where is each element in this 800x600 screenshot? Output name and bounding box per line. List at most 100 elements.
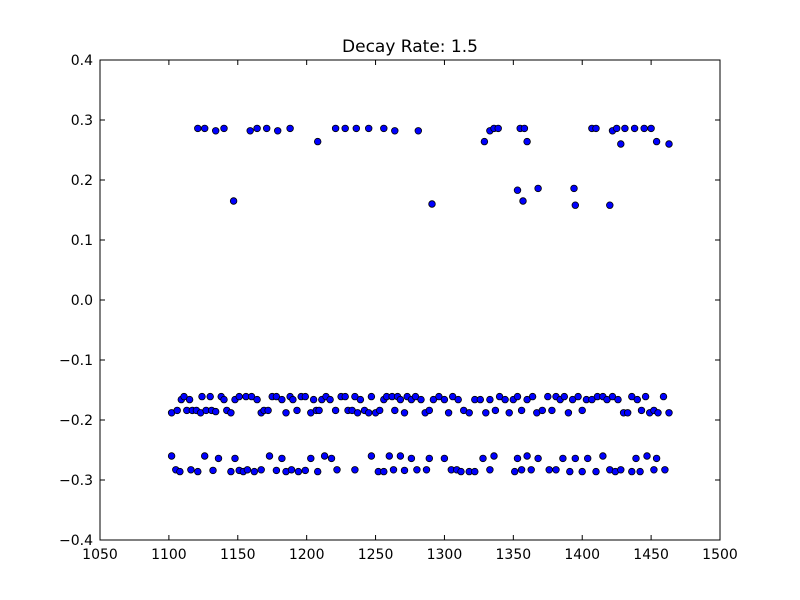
data-point — [220, 124, 228, 133]
x-tick-label: 1200 — [289, 547, 325, 563]
data-point — [365, 409, 373, 417]
data-point — [603, 395, 611, 404]
data-point — [571, 454, 579, 463]
data-point — [613, 124, 621, 133]
data-point — [376, 406, 384, 415]
data-point — [417, 395, 425, 404]
data-point — [253, 124, 261, 133]
data-point — [400, 466, 409, 475]
data-point — [341, 124, 349, 133]
data-point — [380, 467, 388, 476]
x-tick-label: 1300 — [427, 547, 463, 563]
data-point — [640, 124, 648, 133]
data-point — [471, 467, 479, 476]
data-point — [414, 127, 422, 135]
data-point — [274, 127, 282, 135]
data-point — [231, 454, 239, 463]
data-point — [566, 467, 574, 476]
data-point — [396, 395, 405, 404]
data-point — [490, 452, 498, 460]
data-point — [326, 395, 334, 404]
data-point — [187, 466, 195, 474]
data-point — [479, 454, 487, 463]
data-point — [617, 466, 625, 474]
data-point — [351, 392, 359, 401]
data-point — [167, 452, 176, 460]
data-point — [209, 466, 217, 475]
data-point — [523, 137, 531, 146]
data-point — [211, 127, 220, 135]
x-tick-label: 1150 — [220, 547, 256, 563]
data-point — [309, 395, 318, 404]
data-point — [444, 409, 453, 417]
data-point — [552, 466, 560, 474]
data-point — [538, 406, 546, 415]
data-point — [185, 395, 194, 404]
data-point — [486, 466, 494, 474]
data-point — [352, 124, 360, 133]
data-point — [214, 454, 223, 463]
data-point — [289, 395, 297, 404]
data-point — [614, 395, 622, 404]
data-point — [454, 395, 462, 404]
data-point — [425, 406, 433, 415]
data-point — [440, 454, 449, 463]
data-point — [400, 409, 409, 417]
data-point — [389, 466, 398, 474]
data-point — [624, 409, 632, 417]
data-point — [599, 452, 607, 460]
data-point — [568, 395, 577, 404]
data-point — [641, 392, 650, 401]
data-point — [636, 467, 644, 476]
data-point — [294, 467, 303, 476]
y-tick-label: −0.1 — [59, 353, 93, 369]
data-point — [494, 124, 502, 133]
data-point — [198, 392, 206, 401]
data-point — [505, 409, 513, 417]
data-point — [632, 454, 640, 463]
data-point — [351, 466, 359, 474]
data-point — [425, 454, 433, 463]
data-point — [495, 392, 504, 401]
data-point — [211, 407, 220, 416]
data-point — [564, 409, 573, 417]
data-point — [534, 184, 542, 193]
data-point — [559, 454, 567, 463]
x-tick-label: 1050 — [82, 547, 118, 563]
data-point — [528, 392, 537, 401]
data-point — [314, 137, 322, 146]
data-point — [320, 452, 329, 460]
data-point — [511, 467, 519, 476]
y-tick-label: −0.3 — [59, 473, 93, 489]
y-tick-label: 0.4 — [71, 53, 93, 69]
data-point — [637, 406, 646, 415]
data-point — [264, 406, 272, 415]
data-point — [429, 395, 438, 404]
data-point — [250, 467, 258, 476]
data-point — [331, 124, 340, 133]
data-point — [665, 409, 673, 417]
data-point — [592, 467, 600, 476]
data-point — [606, 201, 614, 209]
data-point — [243, 466, 252, 474]
data-point — [253, 395, 261, 404]
data-point — [647, 124, 655, 133]
data-point — [353, 409, 362, 417]
y-tick-label: 0.3 — [71, 113, 93, 129]
data-point — [356, 395, 365, 404]
data-point — [272, 392, 281, 401]
data-point — [486, 395, 494, 404]
data-point — [480, 137, 489, 146]
data-point — [545, 466, 553, 474]
data-point — [220, 395, 228, 404]
data-point — [314, 467, 322, 476]
data-point — [229, 197, 238, 205]
data-point — [517, 406, 526, 415]
data-point — [476, 395, 484, 404]
y-tick-label: 0.1 — [71, 233, 93, 249]
data-point — [548, 406, 556, 415]
data-point — [513, 392, 522, 401]
